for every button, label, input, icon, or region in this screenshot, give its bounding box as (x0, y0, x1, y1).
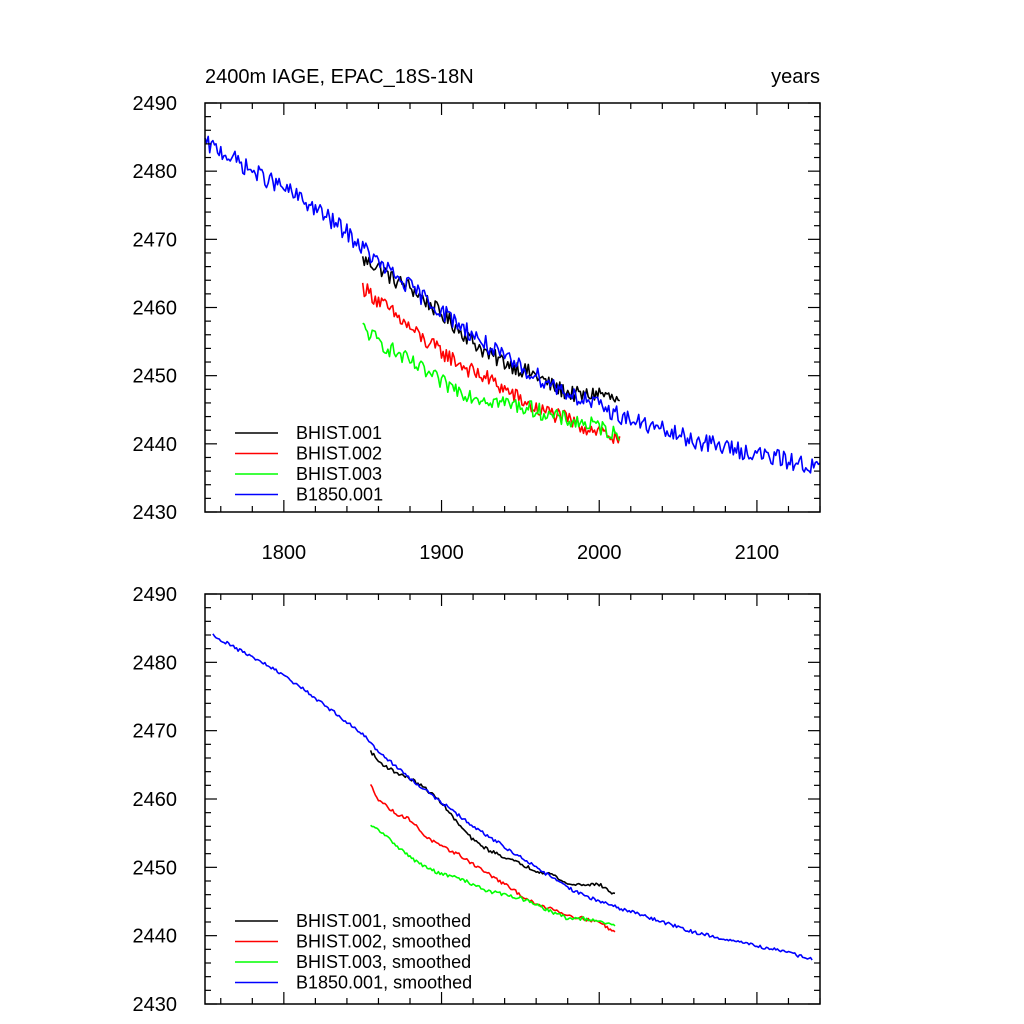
top-ytick-label: 2470 (133, 229, 178, 251)
bottom-series-line-1 (369, 783, 616, 933)
top-panel: 2400m IAGE, EPAC_18S-18N years 243024402… (133, 66, 821, 564)
top-legend-label: BHIST.003 (296, 464, 382, 484)
top-ytick-label: 2480 (133, 161, 178, 183)
bottom-series-line-0 (369, 750, 616, 895)
top-ytick-label: 2450 (133, 366, 178, 388)
bottom-tick-labels: 2430 2440 2450 2460 2470 2480 2490 (133, 584, 178, 1016)
top-ytick-label: 2490 (133, 93, 178, 115)
top-series-line-3 (204, 135, 821, 474)
bottom-legend-item: BHIST.001, smoothed (235, 911, 471, 931)
top-ytick-label: 2440 (133, 434, 178, 456)
top-chart-title: 2400m IAGE, EPAC_18S-18N (205, 66, 474, 88)
bottom-ytick-label: 2460 (133, 789, 178, 811)
bottom-series-line-2 (370, 824, 616, 927)
bottom-legend-item: B1850.001, smoothed (235, 973, 472, 993)
bottom-legend-label: BHIST.001, smoothed (296, 911, 471, 931)
top-chart-units: years (771, 66, 820, 88)
top-ytick-label: 2460 (133, 298, 178, 320)
top-legend-label: BHIST.002 (296, 444, 382, 464)
top-xtick-label: 1900 (419, 542, 464, 564)
top-legend-item: BHIST.001 (235, 423, 382, 443)
bottom-ytick-label: 2430 (133, 994, 178, 1016)
top-ytick-label: 2430 (133, 502, 178, 524)
top-legend-label: BHIST.001 (296, 423, 382, 443)
top-xtick-label: 2100 (735, 542, 780, 564)
top-legend-item: B1850.001 (235, 485, 383, 505)
bottom-series-line-3 (212, 633, 813, 961)
top-series-line-0 (361, 256, 621, 403)
bottom-legend-item: BHIST.002, smoothed (235, 932, 471, 952)
top-xtick-label: 1800 (262, 542, 307, 564)
bottom-legend-label: BHIST.002, smoothed (296, 932, 471, 952)
top-series-line-2 (362, 322, 621, 441)
bottom-ticks (205, 593, 821, 1005)
top-legend-item: BHIST.003 (235, 464, 382, 484)
top-legend-label: B1850.001 (296, 485, 383, 505)
bottom-legend-item: BHIST.003, smoothed (235, 952, 471, 972)
bottom-ytick-label: 2440 (133, 926, 178, 948)
top-plot-lines (204, 135, 821, 474)
bottom-ytick-label: 2490 (133, 584, 178, 606)
top-series-line-1 (361, 282, 621, 445)
bottom-legend-label: B1850.001, smoothed (296, 973, 472, 993)
top-legend-item: BHIST.002 (235, 444, 382, 464)
bottom-ytick-label: 2480 (133, 652, 178, 674)
bottom-ytick-label: 2450 (133, 857, 178, 879)
bottom-plot-lines (212, 633, 813, 961)
bottom-legend-label: BHIST.003, smoothed (296, 952, 471, 972)
top-tick-labels: 2430 2440 2450 2460 2470 2480 2490 1800 1900 2000… (133, 93, 780, 564)
bottom-panel: 2430 2440 2450 2460 2470 2480 2490 BHIST.001, … (133, 584, 821, 1016)
bottom-ytick-label: 2470 (133, 721, 178, 743)
top-ticks (205, 102, 821, 513)
top-xtick-label: 2000 (577, 542, 622, 564)
